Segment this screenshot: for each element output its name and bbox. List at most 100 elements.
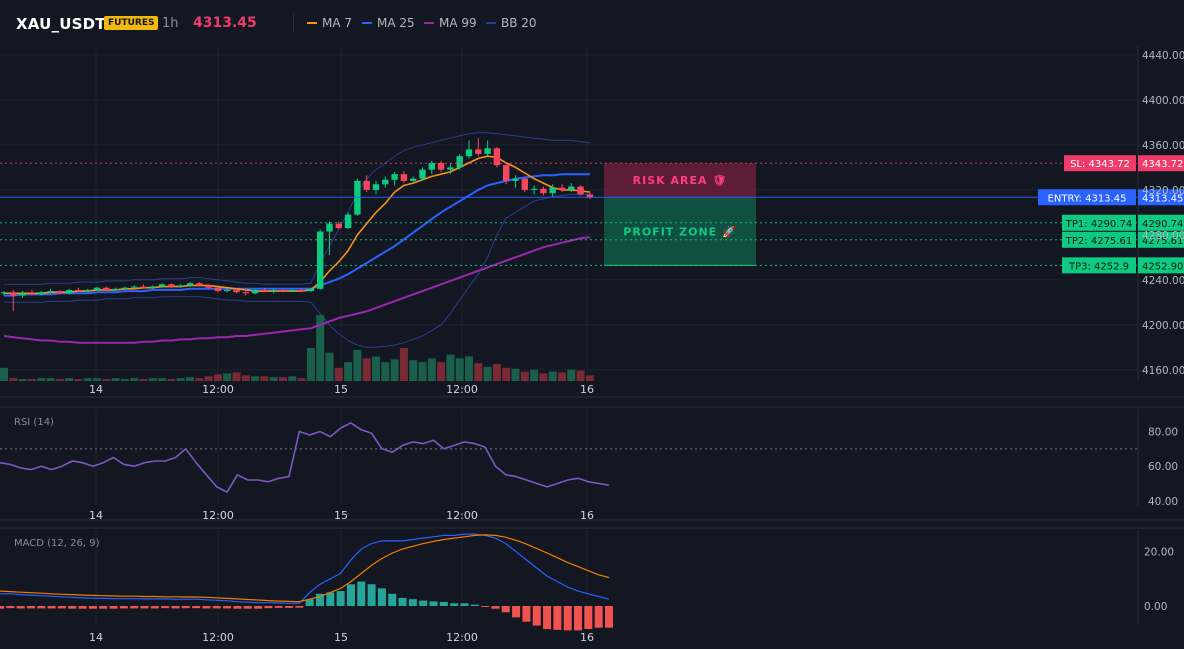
time-axis-tick: 12:00 xyxy=(202,383,234,396)
price-axis-tick: 4240.00 xyxy=(1142,275,1184,287)
candle-body xyxy=(103,287,110,290)
macd-histogram-bar xyxy=(326,592,335,606)
tp2-axis-value: 4275.61 xyxy=(1142,236,1183,247)
price-axis-tick: 4320.00 xyxy=(1142,185,1184,197)
legend-ma25[interactable]: MA 25 xyxy=(362,16,415,30)
legend-swatch-icon xyxy=(362,22,372,24)
volume-bar xyxy=(455,358,464,381)
legend-ma99[interactable]: MA 99 xyxy=(424,16,477,30)
candle-body xyxy=(372,184,380,190)
candle-body xyxy=(558,187,566,190)
macd-histogram-bar xyxy=(37,606,46,609)
macd-histogram-bar xyxy=(233,606,242,609)
tp2-axis-box xyxy=(1138,231,1184,248)
volume-bar xyxy=(18,379,27,381)
candle-body xyxy=(140,286,147,288)
volume-bar xyxy=(269,377,278,381)
candle-body xyxy=(177,285,184,287)
time-axis-tick: 14 xyxy=(89,509,103,522)
time-axis-tick: 15 xyxy=(334,631,348,644)
legend-ma7[interactable]: MA 7 xyxy=(307,16,352,30)
legend-bb20[interactable]: BB 20 xyxy=(486,16,537,30)
legend-label: BB 20 xyxy=(501,16,537,30)
macd-histogram-bar xyxy=(181,606,190,609)
macd-histogram-bar xyxy=(605,606,613,628)
macd-pane: MACD (12, 26, 9) 20.00 0.00 xyxy=(0,533,1174,631)
candle-body xyxy=(121,287,129,289)
volume-bar xyxy=(139,379,148,381)
rsi-axis-tick: 40.00 xyxy=(1148,496,1178,508)
volume-bar xyxy=(344,362,353,381)
legend-label: MA 25 xyxy=(377,16,415,30)
candle-body xyxy=(19,293,26,296)
entry-axis-value: 4313.45 xyxy=(1142,193,1183,204)
macd-histogram-bar xyxy=(161,606,170,609)
volume-bar xyxy=(46,378,55,381)
macd-histogram-bar xyxy=(450,603,459,606)
macd-axis-tick: 20.00 xyxy=(1144,547,1174,559)
legend-swatch-icon xyxy=(424,22,434,24)
volume-bar xyxy=(176,378,185,381)
volume-bar xyxy=(316,315,325,381)
last-price: 4313.45 xyxy=(193,15,257,31)
candle-body xyxy=(530,188,538,190)
volume-bar xyxy=(130,378,139,381)
macd-histogram-bar xyxy=(574,606,583,631)
legend-label: MA 99 xyxy=(439,16,477,30)
macd-histogram-bar xyxy=(223,606,232,609)
timeframe-label[interactable]: 1h xyxy=(162,16,179,31)
macd-histogram-bar xyxy=(57,606,66,609)
volume-bar xyxy=(409,360,418,381)
macd-histogram-bar xyxy=(264,606,273,609)
candle-body xyxy=(465,149,473,157)
volume-bar xyxy=(418,362,427,381)
macd-histogram-bar xyxy=(429,601,438,606)
volume-bar xyxy=(260,376,269,381)
macd-histogram-bar xyxy=(130,606,139,609)
volume-bar xyxy=(520,371,529,381)
sl-label-box xyxy=(1064,155,1136,172)
rsi-axis-tick: 80.00 xyxy=(1148,427,1178,439)
candle-body xyxy=(456,156,463,168)
ma25-line xyxy=(4,173,590,297)
macd-title: MACD (12, 26, 9) xyxy=(14,538,100,549)
macd-histogram-bar xyxy=(68,606,77,609)
candle-body xyxy=(75,289,82,292)
macd-histogram-bar xyxy=(512,606,521,618)
candle-body xyxy=(0,292,8,294)
profit-zone xyxy=(604,197,756,266)
rsi-title: RSI (14) xyxy=(14,417,54,428)
chart-header: XAU_USDT FUTURES 1h 4313.45 MA 7 MA 25 M… xyxy=(0,0,1184,46)
volume-bar xyxy=(297,378,306,381)
candle-body xyxy=(503,165,510,181)
volume-bar xyxy=(465,356,473,381)
tp3-axis-box xyxy=(1138,257,1184,274)
macd-histogram-bar xyxy=(274,606,283,608)
macd-histogram-bar xyxy=(470,604,479,606)
volume-bar xyxy=(251,376,260,381)
candle-body xyxy=(354,180,361,215)
candle-body xyxy=(149,286,156,288)
legend-label: MA 7 xyxy=(322,16,353,30)
candle-body xyxy=(344,214,352,229)
macd-histogram-bar xyxy=(336,591,345,606)
candle-body xyxy=(484,148,491,154)
symbol-name[interactable]: XAU_USDT xyxy=(16,15,106,33)
tp1-axis-value: 4290.74 xyxy=(1142,219,1183,230)
volume-bar xyxy=(74,379,83,381)
tp2-label: TP2: 4275.61 xyxy=(1065,236,1132,247)
macd-histogram-bar xyxy=(584,606,593,630)
macd-histogram-bar xyxy=(305,599,314,606)
candle-body xyxy=(233,289,240,293)
candle-body xyxy=(363,180,370,190)
volume-bar xyxy=(474,363,483,381)
candle-body xyxy=(186,283,194,286)
candle-body xyxy=(419,169,426,179)
candle-body xyxy=(317,231,324,289)
volume-bar xyxy=(0,367,8,381)
macd-histogram-bar xyxy=(346,584,355,606)
candle-body xyxy=(586,194,594,198)
candle-body xyxy=(577,186,584,195)
candle-body xyxy=(131,286,138,288)
